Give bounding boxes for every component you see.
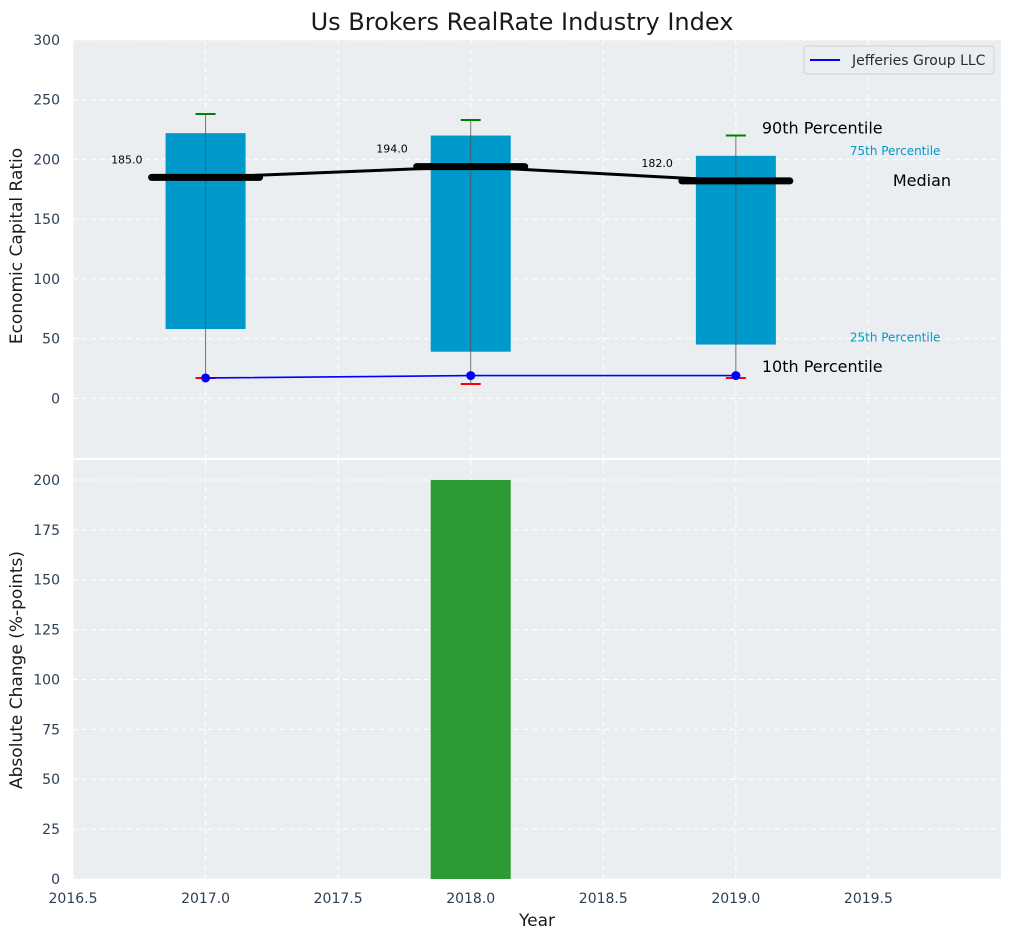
bottom-y-tick-label: 25 — [42, 822, 60, 838]
top-boxes: 185.0 194.0 182.0 — [111, 113, 794, 385]
annotation-p75: 75th Percentile — [850, 144, 941, 158]
bottom-gridlines — [72, 460, 1001, 880]
x-tick-label: 2018.5 — [579, 891, 628, 907]
legend-label: Jefferies Group LLC — [851, 53, 986, 69]
bottom-y-tick-label: 100 — [33, 672, 60, 688]
annotation-median: Median — [893, 171, 951, 190]
median-value-label: 182.0 — [641, 157, 673, 170]
chart-title: Us Brokers RealRate Industry Index — [311, 8, 734, 36]
x-tick-label: 2017.5 — [314, 891, 363, 907]
bottom-bars — [430, 479, 511, 879]
legend: Jefferies Group LLC — [803, 45, 995, 75]
annotation-p90: 90th Percentile — [762, 119, 883, 138]
x-tick-label: 2016.5 — [49, 891, 98, 907]
bottom-y-tick-label: 150 — [33, 573, 60, 589]
bottom-y-tick-label: 200 — [33, 473, 60, 489]
median-value-label: 194.0 — [376, 143, 408, 156]
company-point — [731, 371, 741, 381]
bottom-y-tick-label: 175 — [33, 523, 60, 539]
top-y-tick-label: 50 — [42, 332, 60, 348]
annotation-p25: 25th Percentile — [850, 331, 941, 345]
bottom-panel: 0 25 50 75 100 125 150 175 200 2016.5 2017.0 2017.… — [7, 460, 1001, 931]
top-y-tick-label: 100 — [33, 272, 60, 288]
top-panel: 0 50 100 150 200 250 300 185.0 194.0 182.0 90th … — [7, 33, 1001, 458]
top-y-tick-label: 200 — [33, 152, 60, 168]
company-point — [201, 373, 211, 383]
bottom-y-tick-label: 75 — [42, 722, 60, 738]
top-y-tick-label: 0 — [51, 391, 60, 407]
x-tick-label: 2018.0 — [446, 891, 495, 907]
annotation-p10: 10th Percentile — [762, 357, 883, 376]
bottom-y-ticks: 0 25 50 75 100 125 150 175 200 — [33, 473, 60, 888]
top-y-ticks: 0 50 100 150 200 250 300 — [33, 33, 60, 407]
bottom-y-tick-label: 125 — [33, 623, 60, 639]
bottom-plot-area — [73, 460, 1001, 879]
bottom-y-tick-label: 0 — [51, 872, 60, 888]
x-axis-label: Year — [518, 911, 555, 931]
top-y-tick-label: 150 — [33, 212, 60, 228]
change-bar — [430, 479, 511, 879]
bottom-y-axis-label: Absolute Change (%-points) — [7, 551, 27, 789]
top-y-axis-label: Economic Capital Ratio — [7, 148, 27, 344]
bottom-y-tick-label: 50 — [42, 772, 60, 788]
median-value-label: 185.0 — [111, 153, 143, 166]
legend-box — [803, 45, 995, 75]
x-tick-label: 2017.0 — [181, 891, 230, 907]
x-tick-label: 2019.5 — [844, 891, 893, 907]
top-y-tick-label: 300 — [33, 33, 60, 49]
top-y-tick-label: 250 — [33, 93, 60, 109]
bottom-x-ticks: 2016.5 2017.0 2017.5 2018.0 2018.5 2019.0 2019… — [49, 891, 893, 907]
top-annotations: 90th Percentile 75th Percentile Median 25th… — [762, 119, 951, 376]
company-point — [466, 371, 476, 381]
x-tick-label: 2019.0 — [711, 891, 760, 907]
